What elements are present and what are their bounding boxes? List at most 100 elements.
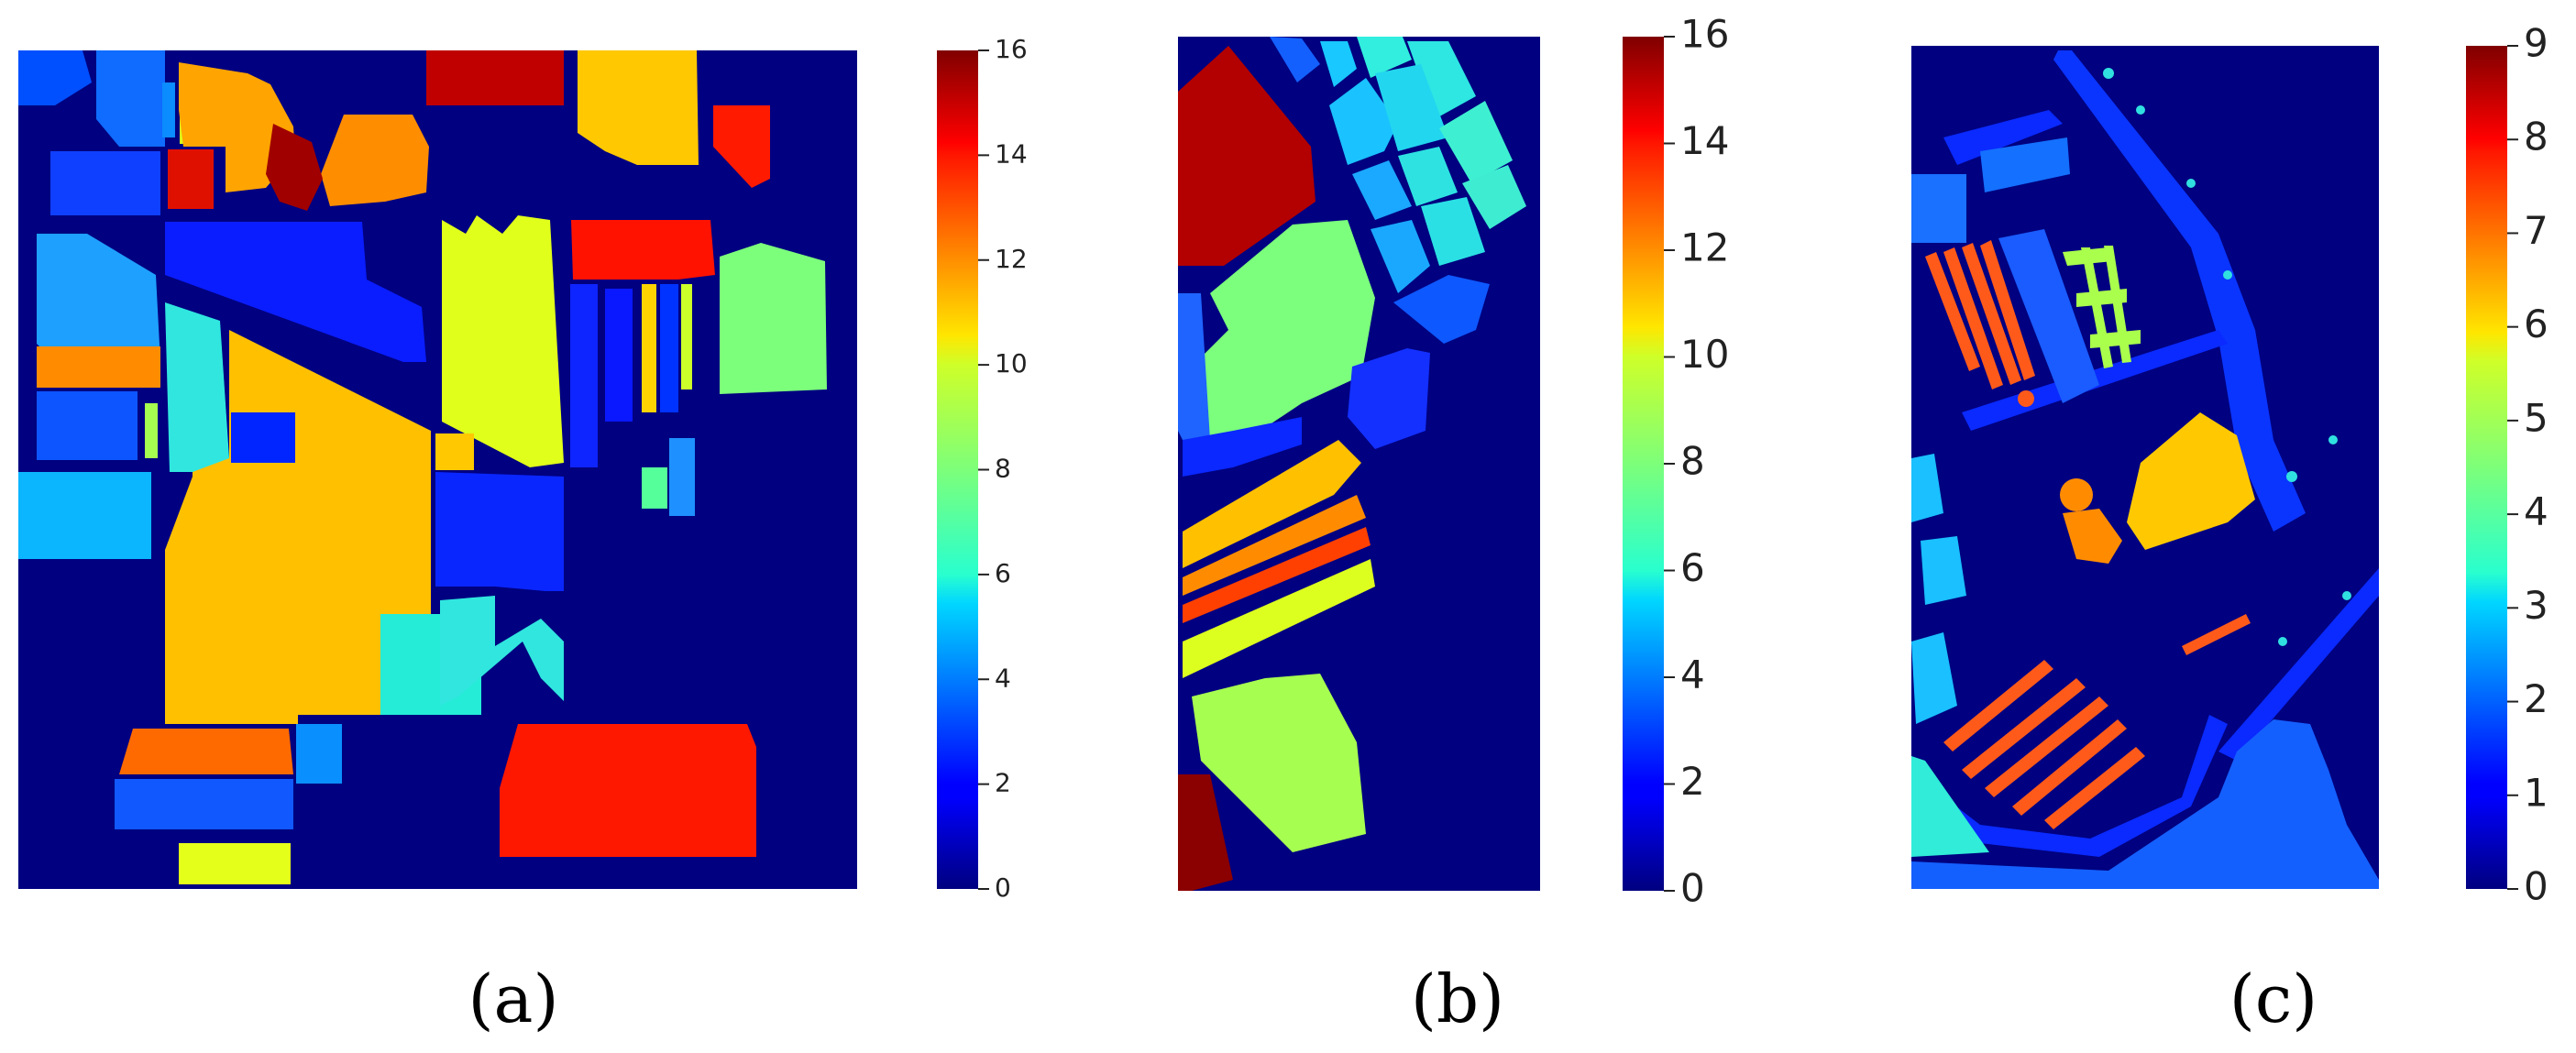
heatmap-a-region — [266, 124, 323, 211]
heatmap-a-region — [642, 467, 667, 509]
heatmap-c-region — [1911, 454, 1943, 522]
heatmap-c-region — [1911, 632, 1957, 724]
colorbar-tick-label: 4 — [995, 663, 1011, 693]
heatmap-b-region — [1178, 293, 1210, 449]
heatmap-a-region — [500, 724, 756, 857]
heatmap-c-region — [2223, 270, 2232, 280]
heatmap-a-region — [321, 115, 429, 206]
heatmap-b-region — [1270, 37, 1320, 82]
heatmap-a-region — [162, 82, 175, 137]
heatmap-b-region — [1439, 101, 1513, 183]
heatmap-c-region — [2044, 747, 2145, 829]
heatmap-a-region — [642, 284, 656, 412]
heatmap-a-region — [571, 220, 715, 280]
colorbar-tick-label: 14 — [1680, 118, 1729, 163]
colorbar-tick-label: 10 — [1680, 332, 1729, 377]
colorbar-a-gradient — [937, 50, 978, 889]
heatmap-b-region — [1421, 197, 1485, 266]
heatmap-a-region — [435, 472, 564, 591]
heatmap-a-region — [713, 105, 770, 188]
heatmap-b-region — [1352, 160, 1412, 220]
heatmap-c-region — [2103, 68, 2114, 79]
heatmap-b-region — [1371, 220, 1430, 293]
heatmap-a — [18, 50, 857, 889]
heatmap-c-region — [1980, 137, 2070, 192]
colorbar-tick-label: 12 — [1680, 225, 1729, 270]
colorbar-tick-label: 16 — [1680, 12, 1729, 57]
heatmap-a-region — [165, 222, 426, 362]
heatmap-b-region — [1320, 41, 1357, 87]
colorbar-tick-label: 4 — [1680, 653, 1705, 697]
heatmap-a-region — [119, 729, 293, 774]
heatmap-a-region — [231, 412, 295, 463]
colorbar-tick-label: 4 — [2524, 489, 2548, 534]
heatmap-b-region — [1329, 78, 1398, 165]
heatmap-b-region — [1407, 41, 1476, 119]
heatmap-c-region — [2063, 509, 2122, 564]
heatmap-c-region — [1911, 756, 1989, 857]
heatmap-b-region — [1178, 774, 1233, 891]
heatmap-a-region — [426, 50, 564, 105]
colorbar-tick-label: 12 — [995, 244, 1028, 274]
heatmap-c-region — [1911, 174, 1966, 243]
heatmap-b-region — [1183, 440, 1361, 568]
heatmap-a-region — [115, 779, 293, 829]
heatmap-a-region — [165, 302, 229, 472]
colorbar-b-ticks: 0 2 4 6 8 10 12 14 16 — [1664, 12, 1729, 911]
heatmap-b-region — [1393, 275, 1490, 344]
heatmap-c-region — [2053, 50, 2306, 532]
heatmap-c-region — [1925, 252, 1980, 371]
heatmap-b-region — [1183, 495, 1366, 596]
heatmap-b-region — [1348, 348, 1430, 449]
heatmap-c-region — [2081, 247, 2113, 368]
heatmap-c-region — [1943, 110, 2063, 165]
panel-a: 0 2 4 6 8 10 12 14 16 (a) — [18, 34, 1028, 1037]
colorbar-tick-label: 14 — [995, 138, 1028, 169]
heatmap-a-region — [669, 438, 695, 516]
colorbar-tick-label: 8 — [2524, 115, 2548, 159]
heatmap-c-region — [1980, 240, 2035, 380]
heatmap-c-region — [2286, 471, 2297, 482]
heatmap-c-region — [2182, 614, 2251, 655]
heatmap-c-region — [1962, 678, 2086, 779]
colorbar-tick-label: 0 — [1680, 866, 1705, 911]
heatmap-b-region — [1357, 37, 1412, 78]
colorbar-tick-label: 7 — [2524, 208, 2548, 253]
heatmap-a-region — [578, 50, 699, 165]
colorbar-tick-label: 0 — [995, 872, 1011, 903]
panel-c: 0 1 2 3 4 5 6 7 8 9 (c) — [1911, 21, 2548, 1037]
heatmap-c-region — [2342, 591, 2351, 600]
colorbar-tick-label: 10 — [995, 348, 1028, 378]
heatmap-c-region — [1943, 247, 2003, 389]
heatmap-b-region — [1183, 559, 1375, 678]
heatmap-b-region — [1398, 147, 1458, 206]
heatmap-a-region — [442, 215, 564, 467]
heatmap-b-region — [1183, 527, 1371, 623]
colorbar-tick-label: 8 — [995, 454, 1011, 484]
heatmap-a-region — [96, 50, 165, 147]
colorbar-tick-label: 0 — [2524, 864, 2548, 909]
heatmap-a-region — [435, 433, 474, 470]
colorbar-tick-label: 9 — [2524, 21, 2548, 66]
heatmap-a-region — [605, 289, 633, 422]
heatmap-c-region — [2104, 246, 2131, 363]
heatmap-b-region — [1462, 165, 1526, 229]
heatmap-c-region — [2060, 478, 2093, 511]
heatmap-a-region — [681, 284, 692, 389]
heatmap-a-region — [720, 243, 827, 394]
heatmap-a-region — [18, 472, 151, 559]
colorbar-c-gradient — [2466, 46, 2507, 889]
colorbar-tick-label: 2 — [2524, 676, 2548, 721]
colorbar-tick-label: 2 — [1680, 759, 1705, 804]
colorbar-c: 0 1 2 3 4 5 6 7 8 9 — [2466, 21, 2548, 909]
heatmap-a-region — [168, 149, 214, 209]
colorbar-tick-label: 5 — [2524, 395, 2548, 440]
heatmap-a-region — [145, 403, 158, 458]
heatmap-a-region — [37, 391, 138, 460]
heatmap-b-region — [1183, 417, 1302, 477]
heatmap-a-region — [660, 284, 678, 412]
colorbar-c-ticks: 0 1 2 3 4 5 6 7 8 9 — [2507, 21, 2548, 909]
heatmap-a-region — [440, 596, 564, 706]
caption-c: (c) — [2229, 960, 2318, 1037]
colorbar-tick-label: 6 — [1680, 545, 1705, 590]
